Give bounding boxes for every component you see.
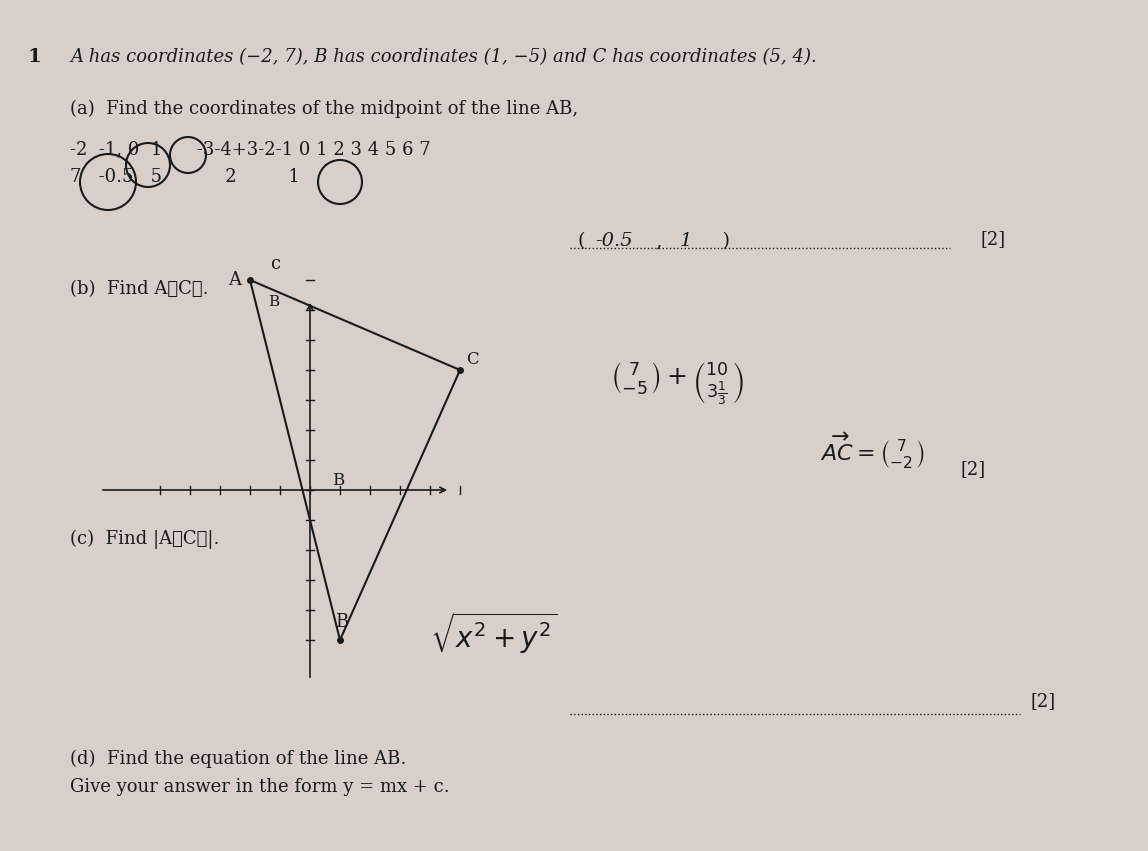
Text: C: C	[466, 351, 479, 368]
Text: (b)  Find A⃗C⃗.: (b) Find A⃗C⃗.	[70, 280, 209, 298]
Text: [2]: [2]	[1030, 692, 1055, 710]
Text: (c)  Find |A⃗C⃗|.: (c) Find |A⃗C⃗|.	[70, 530, 219, 549]
Text: $\binom{7}{-5}+\binom{10}{3\frac{1}{3}}$: $\binom{7}{-5}+\binom{10}{3\frac{1}{3}}$	[610, 360, 744, 407]
Text: 7   -0.5   5           2         1: 7 -0.5 5 2 1	[70, 168, 300, 186]
Text: ): )	[709, 232, 730, 250]
Text: [2]: [2]	[960, 460, 985, 478]
Text: ,: ,	[650, 232, 675, 250]
Text: 1: 1	[680, 232, 692, 250]
Text: B: B	[267, 295, 279, 309]
Text: B: B	[335, 613, 348, 631]
Text: $\overrightarrow{AC} = \binom{7}{-2}$: $\overrightarrow{AC} = \binom{7}{-2}$	[820, 430, 924, 471]
Text: A: A	[228, 271, 241, 289]
Text: (: (	[577, 232, 592, 250]
Text: B: B	[332, 472, 344, 489]
Text: -0.5: -0.5	[595, 232, 633, 250]
Text: $\sqrt{x^2+y^2}$: $\sqrt{x^2+y^2}$	[430, 610, 557, 655]
Text: -2  -1, 0  1      -3-4+3-2-1 0 1 2 3 4 5 6 7: -2 -1, 0 1 -3-4+3-2-1 0 1 2 3 4 5 6 7	[70, 140, 430, 158]
Text: Give your answer in the form y = mx + c.: Give your answer in the form y = mx + c.	[70, 778, 450, 796]
Text: 1: 1	[28, 48, 41, 66]
Text: (a)  Find the coordinates of the midpoint of the line AB,: (a) Find the coordinates of the midpoint…	[70, 100, 579, 118]
Text: (d)  Find the equation of the line AB.: (d) Find the equation of the line AB.	[70, 750, 406, 768]
Text: [2]: [2]	[980, 230, 1006, 248]
Text: c: c	[270, 255, 280, 273]
Text: A has coordinates (−2, 7), B has coordinates (1, −5) and C has coordinates (5, 4: A has coordinates (−2, 7), B has coordin…	[70, 48, 816, 66]
